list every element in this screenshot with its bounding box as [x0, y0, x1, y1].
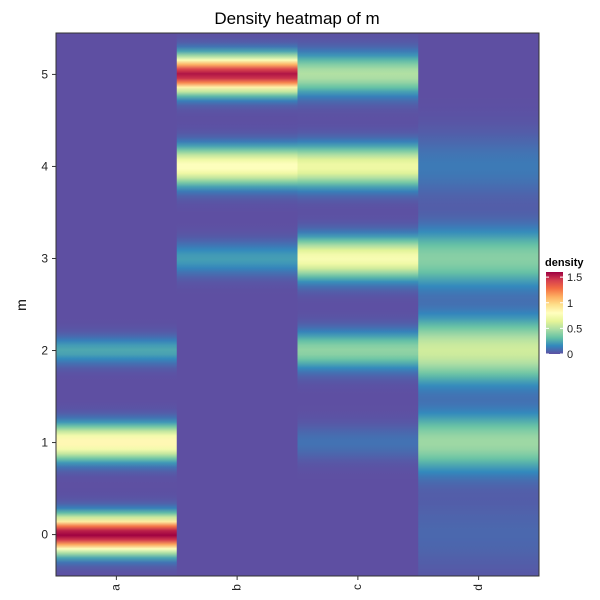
heatmap-band-c [297, 33, 419, 576]
legend-colorbar [546, 272, 563, 354]
y-axis-title: m [13, 299, 29, 311]
x-tick-label-b: b [229, 584, 243, 591]
y-tick-label: 1 [41, 436, 48, 450]
legend-tick-label: 0 [567, 349, 573, 361]
y-tick-label: 4 [41, 159, 48, 173]
legend-tick-label: 1.5 [567, 272, 582, 284]
x-axis: a b c d [109, 576, 485, 591]
legend-tick-label: 1 [567, 298, 573, 310]
color-legend: density 0 0.5 1 1.5 [545, 257, 584, 361]
heatmap-band-a [56, 33, 178, 576]
heatmap-band-d [418, 33, 540, 576]
y-axis: 0 1 2 3 4 5 [41, 67, 56, 542]
x-tick-label-c: c [350, 584, 364, 590]
y-tick-label: 0 [41, 528, 48, 542]
y-tick-label: 5 [41, 67, 48, 81]
x-tick-label-d: d [471, 584, 485, 591]
legend-tick-label: 0.5 [567, 323, 582, 335]
y-tick-label: 2 [41, 344, 48, 358]
heatmap-bands [56, 33, 540, 576]
heatmap-band-b [176, 33, 298, 576]
x-tick-label-a: a [109, 584, 123, 591]
chart-title: Density heatmap of m [214, 9, 379, 28]
y-tick-label: 3 [41, 251, 48, 265]
legend-title: density [545, 257, 584, 269]
plot-panel-border [55, 32, 540, 577]
